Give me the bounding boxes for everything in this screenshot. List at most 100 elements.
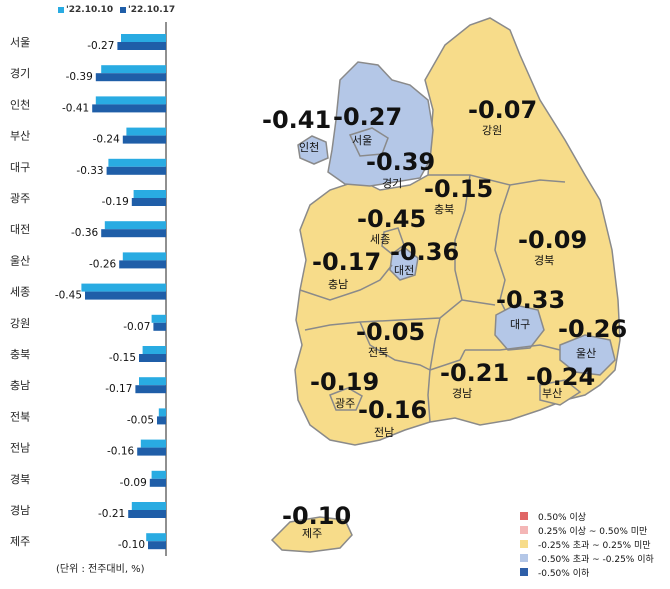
map-region-name: 세종 xyxy=(370,233,390,246)
map-region-name: 경북 xyxy=(534,254,554,267)
bar-series2 xyxy=(148,541,166,550)
bar-series1 xyxy=(146,533,166,542)
map-value-label: -0.09 xyxy=(518,226,587,254)
bar-series2 xyxy=(149,478,166,487)
map-region-name: 전북 xyxy=(368,346,388,359)
map-region-name: 울산 xyxy=(576,347,596,360)
map-value-label: -0.26 xyxy=(558,315,627,343)
bar-series1 xyxy=(131,502,166,510)
map-value-label: -0.36 xyxy=(390,238,459,266)
data-label: -0.45 xyxy=(55,290,82,302)
map-ulsan xyxy=(559,334,616,376)
category-label: 부산 xyxy=(10,130,30,143)
korea-map xyxy=(270,17,621,553)
map-legend-item: -0.50% 이하 xyxy=(520,566,589,579)
bar-series1 xyxy=(95,96,166,105)
bar-series2 xyxy=(139,354,166,362)
category-label: 경기 xyxy=(10,67,30,80)
legend-item-series2: '22.10.17 xyxy=(120,3,175,17)
bar-series1 xyxy=(104,221,166,230)
map-region-name: 전남 xyxy=(374,426,394,439)
map-region-name: 경남 xyxy=(452,387,472,400)
map-value-label: -0.33 xyxy=(496,286,565,314)
map-region-name: 강원 xyxy=(482,124,502,137)
bar-series2 xyxy=(131,198,166,206)
map-legend-label: -0.25% 초과 ~ 0.25% 미만 xyxy=(538,540,651,551)
bar-series1 xyxy=(81,283,166,292)
category-label: 제주 xyxy=(10,535,30,548)
map-value-label: -0.15 xyxy=(424,175,493,203)
data-label: -0.27 xyxy=(87,40,114,52)
map-legend-label: 0.50% 이상 xyxy=(538,512,587,523)
map-value-label: -0.27 xyxy=(333,103,402,131)
map-region-name: 대전 xyxy=(394,264,414,277)
legend-label-series2: '22.10.17 xyxy=(128,5,176,15)
category-label: 대구 xyxy=(10,161,30,174)
map-value-label: -0.45 xyxy=(357,205,426,233)
data-label: -0.05 xyxy=(127,414,154,426)
bar-series1 xyxy=(122,252,166,261)
map-value-label: -0.17 xyxy=(312,248,381,276)
map-region-name: 부산 xyxy=(542,387,562,400)
category-label: 경북 xyxy=(10,473,30,486)
map-value-label: -0.39 xyxy=(366,148,435,176)
map-legend-label: -0.50% 초과 ~ -0.25% 이하 xyxy=(538,554,654,565)
bar-series1 xyxy=(142,346,166,354)
map-busan xyxy=(539,379,582,406)
map-region-name: 광주 xyxy=(335,397,355,410)
map-legend-item: 0.25% 이상 ~ 0.50% 미만 xyxy=(520,524,647,537)
bar-series2 xyxy=(135,385,166,394)
bar-series1 xyxy=(101,65,166,74)
category-label: 서울 xyxy=(10,36,30,49)
bar-series2 xyxy=(92,104,166,113)
legend-swatch-series1 xyxy=(58,7,64,13)
map-incheon xyxy=(297,135,329,165)
map-region-name: 제주 xyxy=(302,527,322,540)
data-label: -0.07 xyxy=(123,321,150,333)
category-label: 인천 xyxy=(10,97,30,111)
bar-series2 xyxy=(137,447,166,456)
map-sejong xyxy=(381,227,405,255)
data-label: -0.41 xyxy=(62,102,89,114)
category-label: 충남 xyxy=(10,379,30,392)
data-label: -0.10 xyxy=(118,539,145,551)
bar-series2 xyxy=(85,291,166,300)
map-value-label: -0.19 xyxy=(310,368,379,396)
map-value-label: -0.24 xyxy=(526,363,595,391)
category-label: 전북 xyxy=(10,410,30,423)
map-region-name: 대구 xyxy=(510,318,530,331)
data-label: -0.36 xyxy=(71,227,98,239)
bar-series1 xyxy=(121,34,166,42)
data-label: -0.26 xyxy=(89,258,116,270)
bar-series2 xyxy=(122,135,166,144)
category-label: 대전 xyxy=(10,223,30,236)
category-label: 충북 xyxy=(10,348,30,361)
bar-series2 xyxy=(117,42,166,50)
category-label: 세종 xyxy=(10,286,30,299)
map-value-label: -0.41 xyxy=(262,106,331,134)
map-legend-swatch xyxy=(520,512,528,520)
bar-series1 xyxy=(158,408,166,417)
map-legend-swatch xyxy=(520,554,528,562)
map-legend-swatch xyxy=(520,526,528,534)
bar-series1 xyxy=(139,377,166,386)
data-label: -0.33 xyxy=(76,165,103,177)
bar-series2 xyxy=(119,260,166,269)
map-daegu xyxy=(494,304,545,351)
map-value-label: -0.10 xyxy=(282,502,351,530)
data-label: -0.21 xyxy=(98,508,125,520)
map-legend-swatch xyxy=(520,540,528,548)
legend-item-series1: '22.10.10 xyxy=(58,3,113,17)
map-value-label: -0.16 xyxy=(358,396,427,424)
legend-label-series1: '22.10.10 xyxy=(66,5,114,15)
map-borders xyxy=(299,174,566,423)
map-value-label: -0.05 xyxy=(356,318,425,346)
data-label: -0.39 xyxy=(66,71,93,83)
bar-series2 xyxy=(106,166,166,175)
data-label: -0.24 xyxy=(93,134,120,146)
map-jeju xyxy=(270,516,353,553)
bar-chart: 서울 -0.27 경기 -0.39 인천 -0.41 부산 -0.24 대구 -0.33 광주 -0.… xyxy=(10,22,167,556)
map-region-name: 인천 xyxy=(299,140,319,154)
bar-series1 xyxy=(133,190,166,198)
